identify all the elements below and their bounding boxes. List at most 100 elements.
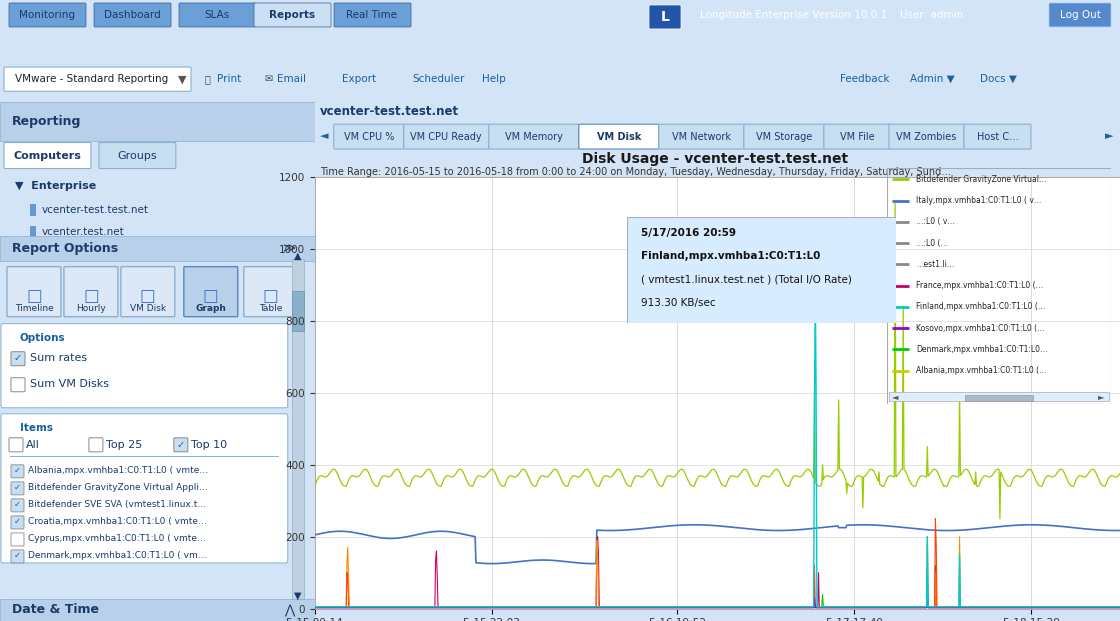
Kosovo,mpx.vmhba1:C0:T1:L0 (… [936, 604, 950, 612]
Line: Finland,mpx.vmhba1:C0:T1:L0 (…: Finland,mpx.vmhba1:C0:T1:L0 (… [315, 285, 1120, 607]
Text: vcenter-test.test.net: vcenter-test.test.net [41, 204, 149, 215]
Text: □: □ [140, 287, 156, 305]
Italy,mpx.vmhba1:C0:T1:L0 (v… [952, 527, 965, 534]
Text: Dashboard: Dashboard [104, 10, 160, 20]
FancyBboxPatch shape [744, 124, 824, 149]
Text: Albania,mpx.vmhba1:C0:T1:L0 (…: Albania,mpx.vmhba1:C0:T1:L0 (… [916, 366, 1047, 375]
Text: 🖨: 🖨 [205, 74, 214, 84]
Text: Finland,mpx.vmhba1:C0:T1:L0: Finland,mpx.vmhba1:C0:T1:L0 [641, 252, 820, 261]
Text: ( vmtest1.linux.test.net ) (Total I/O Rate): ( vmtest1.linux.test.net ) (Total I/O Ra… [641, 274, 851, 284]
Text: ✓: ✓ [13, 551, 20, 560]
Bitdefender GravityZone Virtual… [861, 469, 875, 476]
Text: VM CPU Ready: VM CPU Ready [410, 132, 482, 142]
France,mpx.vmhba1:C0:T1:L0 (… [936, 604, 950, 611]
Text: Email: Email [277, 74, 306, 84]
FancyBboxPatch shape [174, 438, 188, 452]
FancyBboxPatch shape [0, 102, 315, 140]
FancyBboxPatch shape [11, 378, 25, 392]
FancyBboxPatch shape [11, 482, 24, 495]
Kosovo,mpx.vmhba1:C0:T1:L0 (… [921, 587, 934, 594]
Text: ✓: ✓ [177, 440, 185, 450]
Text: Finland,mpx.vmhba1:C0:T1:L0 (…: Finland,mpx.vmhba1:C0:T1:L0 (… [916, 302, 1046, 311]
Text: 5/17/2016 20:59: 5/17/2016 20:59 [641, 228, 736, 238]
Text: VM File: VM File [840, 132, 875, 142]
FancyBboxPatch shape [244, 266, 298, 317]
FancyBboxPatch shape [4, 67, 192, 91]
Italy,mpx.vmhba1:C0:T1:L0 (v… [390, 535, 403, 542]
Bar [965, 395, 1033, 401]
Text: ▼  Enterprise: ▼ Enterprise [15, 181, 96, 191]
Bar [291, 291, 304, 331]
Line: Kosovo,mpx.vmhba1:C0:T1:L0 (…: Kosovo,mpx.vmhba1:C0:T1:L0 (… [315, 591, 1120, 608]
Italy,mpx.vmhba1:C0:T1:L0 (v… [856, 521, 869, 528]
Text: ⋀: ⋀ [284, 604, 295, 617]
FancyBboxPatch shape [184, 266, 237, 317]
Finland,mpx.vmhba1:C0:T1:L0 (… [308, 603, 321, 610]
Text: ✓: ✓ [13, 353, 22, 363]
Text: ►: ► [1104, 132, 1113, 142]
Croatia,mpx.vmhba1:C0:T1:L0 (… [663, 604, 676, 611]
Albania,mpx.vmhba1:C0:T1:L0 (… [936, 603, 950, 610]
Text: Groups: Groups [118, 150, 157, 160]
Text: Sum rates: Sum rates [30, 353, 87, 363]
Bitdefender GravityZone Virtual… [936, 483, 950, 490]
FancyBboxPatch shape [254, 3, 332, 27]
Text: …est1.li…: …est1.li… [916, 260, 954, 269]
Text: Bitdefender SVE SVA (vmtest1.linux.t…: Bitdefender SVE SVA (vmtest1.linux.t… [28, 501, 206, 509]
Text: Monitoring: Monitoring [19, 10, 75, 20]
France,mpx.vmhba1:C0:T1:L0 (… [861, 604, 875, 611]
Text: …:L0 ( v…: …:L0 ( v… [916, 217, 955, 227]
Text: Denmark,mpx.vmhba1:C0:T1:L0…: Denmark,mpx.vmhba1:C0:T1:L0… [916, 345, 1047, 354]
Line: Albania,mpx.vmhba1:C0:T1:L0 (…: Albania,mpx.vmhba1:C0:T1:L0 (… [315, 537, 1120, 607]
Text: Denmark,mpx.vmhba1:C0:T1:L0 ( vm…: Denmark,mpx.vmhba1:C0:T1:L0 ( vm… [28, 551, 206, 560]
Albania,mpx.vmhba1:C0:T1:L0 (… [663, 603, 676, 610]
Text: Graph: Graph [195, 304, 226, 313]
Text: ✓: ✓ [13, 466, 20, 475]
Denmark,mpx.vmhba1:C0:T1:L0… [308, 603, 321, 610]
FancyBboxPatch shape [659, 124, 744, 149]
FancyBboxPatch shape [579, 124, 659, 149]
Kosovo,mpx.vmhba1:C0:T1:L0 (… [634, 604, 647, 612]
Text: 913.30 KB/sec: 913.30 KB/sec [641, 298, 716, 308]
Text: □: □ [83, 287, 99, 305]
Text: Table: Table [259, 304, 282, 313]
Line: Bitdefender GravityZone Virtual…: Bitdefender GravityZone Virtual… [315, 202, 1120, 519]
Croatia,mpx.vmhba1:C0:T1:L0 (… [951, 604, 964, 611]
Text: Scheduler: Scheduler [412, 74, 465, 84]
Bar [291, 258, 304, 599]
Kosovo,mpx.vmhba1:C0:T1:L0 (… [1113, 604, 1120, 612]
Denmark,mpx.vmhba1:C0:T1:L0… [936, 603, 950, 610]
Text: VM Zombies: VM Zombies [896, 132, 956, 142]
Text: SLAs: SLAs [204, 10, 230, 20]
Text: Bitdefender GravityZone Virtual Appli…: Bitdefender GravityZone Virtual Appli… [28, 483, 208, 492]
Bitdefender GravityZone Virtual… [634, 473, 647, 481]
FancyBboxPatch shape [179, 3, 256, 27]
FancyBboxPatch shape [99, 142, 176, 168]
Text: VMware - Standard Reporting: VMware - Standard Reporting [16, 74, 169, 84]
Text: Top 10: Top 10 [190, 440, 227, 450]
Line: Croatia,mpx.vmhba1:C0:T1:L0 (…: Croatia,mpx.vmhba1:C0:T1:L0 (… [315, 519, 1120, 607]
France,mpx.vmhba1:C0:T1:L0 (… [951, 604, 964, 611]
Text: Real Time: Real Time [346, 10, 398, 20]
Croatia,mpx.vmhba1:C0:T1:L0 (… [308, 604, 321, 611]
Text: Italy,mpx.vmhba1:C0:T1:L0 ( v…: Italy,mpx.vmhba1:C0:T1:L0 ( v… [916, 196, 1042, 205]
Denmark,mpx.vmhba1:C0:T1:L0… [951, 603, 964, 610]
FancyBboxPatch shape [121, 266, 175, 317]
Text: VM Network: VM Network [672, 132, 731, 142]
Croatia,mpx.vmhba1:C0:T1:L0 (… [634, 604, 647, 611]
Bitdefender GravityZone Virtual… [993, 515, 1007, 522]
FancyBboxPatch shape [94, 3, 171, 27]
Text: Timeline: Timeline [15, 304, 54, 313]
Text: VM Disk: VM Disk [130, 304, 166, 313]
Text: Sum VM Disks: Sum VM Disks [30, 379, 109, 389]
Kosovo,mpx.vmhba1:C0:T1:L0 (… [663, 604, 676, 612]
France,mpx.vmhba1:C0:T1:L0 (… [634, 604, 647, 611]
France,mpx.vmhba1:C0:T1:L0 (… [591, 533, 605, 540]
Text: Docs ▼: Docs ▼ [980, 74, 1017, 84]
FancyBboxPatch shape [11, 516, 24, 529]
FancyBboxPatch shape [1, 414, 288, 563]
Bitdefender GravityZone Virtual… [1113, 470, 1120, 478]
Text: ✉: ✉ [265, 74, 277, 84]
Bitdefender GravityZone Virtual… [308, 483, 321, 490]
FancyBboxPatch shape [1, 324, 288, 408]
